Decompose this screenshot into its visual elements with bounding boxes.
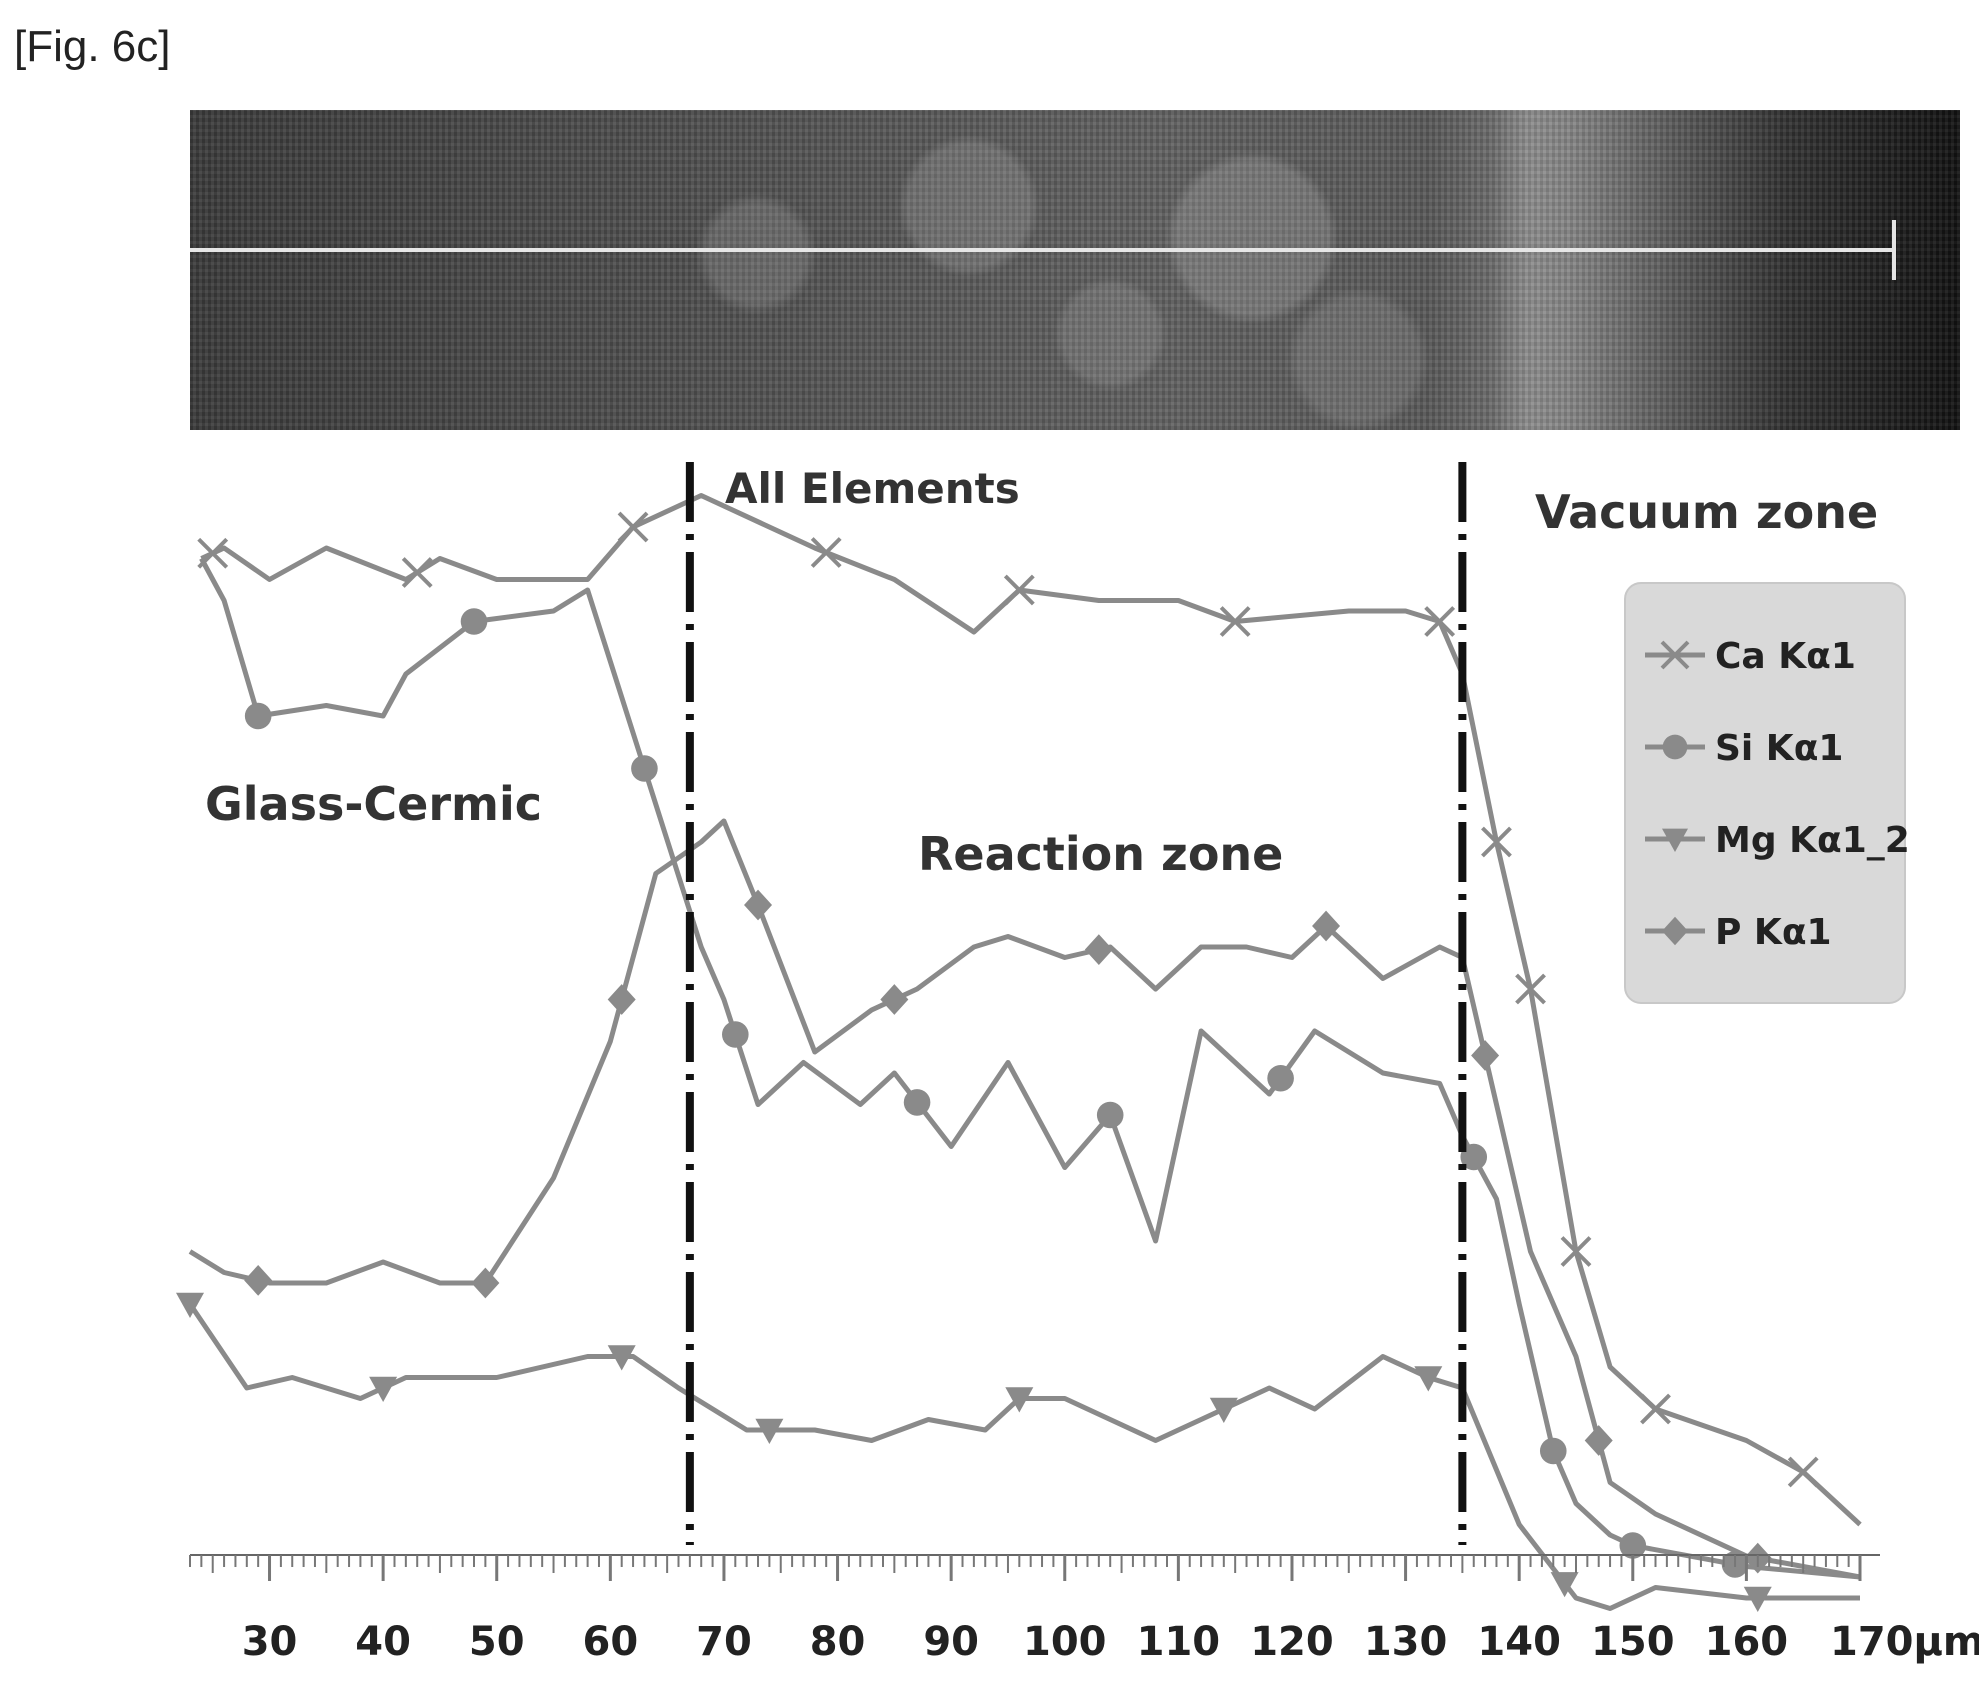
legend-marker [1662,916,1688,946]
x-tick-label: 140 [1477,1619,1561,1665]
annotation-reaction-zone: Reaction zone [918,827,1283,881]
legend-marker [1662,828,1688,852]
x-tick-label: 80 [810,1619,866,1665]
series-line-4 [188,818,1861,1580]
series-layer [176,493,1862,1612]
data-point [631,755,658,782]
linescan-path-line [190,248,1894,252]
data-point [1539,1437,1567,1465]
data-point [607,1345,636,1371]
annotation-glass-ceramic: Glass-Cermic [205,777,542,831]
x-tick-label: 170µm [1830,1619,1979,1665]
x-tick-label: 30 [242,1619,298,1665]
legend-label: Si Kα1 [1715,728,1843,769]
series-line-3 [187,1302,1860,1611]
legend-box [1624,582,1906,1004]
data-point [244,1264,273,1296]
data-point [1515,973,1546,1005]
data-point [744,889,773,921]
legend-marker [1662,734,1688,760]
legend: Ca Kα1 Si Kα1 Mg Kα1_2 P Kα1 [1624,582,1910,1004]
x-tick-label: 60 [583,1619,639,1665]
legend-label: P Kα1 [1715,912,1832,953]
data-point [460,608,488,635]
x-tick-label: 50 [469,1619,525,1665]
data-point [617,511,649,543]
data-point [903,1089,931,1116]
data-point [1219,606,1251,637]
x-tick-label: 120 [1250,1619,1334,1665]
data-point [369,1376,398,1402]
zone-layer [685,462,1467,1545]
annotation-all-elements: All Elements [725,464,1020,513]
data-point [1743,1586,1772,1612]
series-line-1 [200,493,1862,1527]
data-point [755,1418,784,1444]
series-2 [199,557,1861,1580]
data-point [1414,1366,1443,1392]
data-point [810,537,842,568]
legend-entry: Mg Kα1_2 [1645,820,1910,861]
x-tick-label: 100 [1023,1619,1107,1665]
series-4 [188,818,1861,1580]
data-point [1640,1393,1671,1425]
x-axis: 30 40 50 60 70 80 90 100 110 120 130 140 150 160 170µm [189,1554,1979,1665]
legend-entry: Ca Kα1 [1645,636,1856,677]
data-point [401,557,433,588]
data-point [1084,934,1113,966]
sem-micrograph-image [190,110,1960,430]
series-1 [197,493,1862,1527]
data-point [1424,606,1456,637]
x-tick-label: 40 [355,1619,411,1665]
x-tick-label: 110 [1137,1619,1221,1665]
linescan-end-marker [1892,220,1896,280]
x-tick-label: 90 [923,1619,979,1665]
legend-label: Ca Kα1 [1715,636,1856,677]
annotation-layer: All Elements Vacuum zone Glass-Cermic Re… [205,464,1878,881]
annotation-vacuum-zone: Vacuum zone [1535,485,1878,539]
data-point [1560,1236,1592,1267]
x-tick-label: 130 [1364,1619,1448,1665]
data-point [1787,1456,1819,1488]
legend-label: Mg Kα1_2 [1715,820,1910,861]
series-3 [176,1292,1860,1612]
data-point [1312,910,1341,942]
data-point [471,1267,500,1299]
data-point [880,984,909,1015]
figure-label: [Fig. 6c] [14,22,171,71]
data-point [1460,1143,1488,1171]
data-point [1209,1397,1238,1423]
data-point [1584,1425,1613,1456]
data-point [1005,1387,1034,1413]
data-point [1096,1101,1124,1129]
series-line-2 [199,557,1861,1580]
data-point [1619,1532,1647,1559]
data-point [1267,1064,1294,1092]
data-point [1471,1040,1500,1071]
x-axis-minor-ticks [189,1555,1862,1581]
legend-entry: Si Kα1 [1645,728,1843,769]
data-point [1550,1572,1579,1598]
x-tick-label: 70 [696,1619,752,1665]
x-tick-label: 160 [1705,1619,1789,1665]
legend-marker [1660,640,1690,670]
x-tick-label: 150 [1591,1619,1675,1665]
data-point [244,702,272,730]
data-point [607,984,636,1015]
data-point [1481,826,1512,858]
data-point [1003,574,1035,606]
data-point [722,1021,749,1048]
data-point [176,1292,204,1318]
legend-entry: P Kα1 [1645,912,1832,953]
